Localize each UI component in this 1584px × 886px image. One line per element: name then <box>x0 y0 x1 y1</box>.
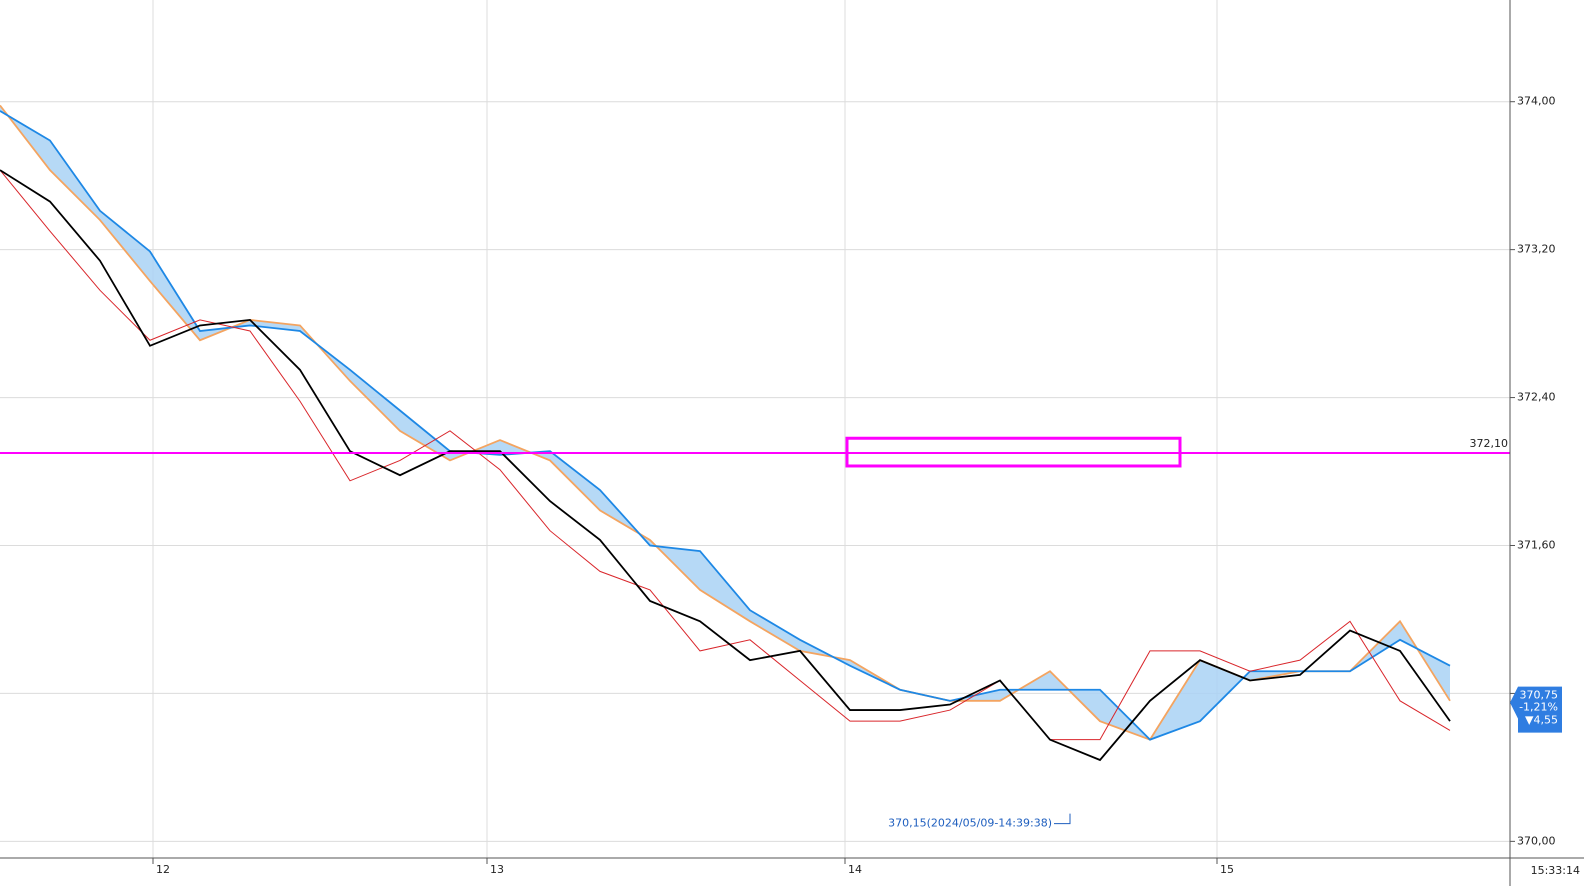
plot: 372,10 370,15(2024/05/09-14:39:38) <box>0 104 1510 830</box>
y-tick-label: 370,00 <box>1517 834 1556 847</box>
change-pct-label: -1,21% <box>1519 701 1558 714</box>
y-tick-label: 372,40 <box>1517 391 1556 404</box>
box-annotation <box>845 436 1182 468</box>
x-tick-label: 14 <box>848 863 862 876</box>
series-line <box>0 110 1451 741</box>
last-price-label: 370,75 <box>1520 689 1559 702</box>
axes: 370,00370,80371,60372,40373,20374,001213… <box>152 95 1562 876</box>
low-marker <box>1054 813 1071 825</box>
change-label: ▼4,55 <box>1525 714 1558 727</box>
horizontal-line-label: 372,10 <box>1470 437 1509 450</box>
y-tick-label: 373,20 <box>1517 243 1556 256</box>
x-tick-label: 12 <box>156 863 170 876</box>
low-label: 370,15(2024/05/09-14:39:38) <box>888 817 1052 830</box>
x-tick-label: 15 <box>1220 863 1234 876</box>
y-tick-label: 374,00 <box>1517 95 1556 108</box>
y-tick-label: 371,60 <box>1517 538 1556 551</box>
grid <box>0 0 1510 858</box>
series-line <box>0 169 1451 762</box>
series-line <box>0 169 1451 741</box>
time-label: 15:33:14 <box>1531 864 1580 877</box>
last-price-box <box>1510 686 1562 733</box>
x-tick-label: 13 <box>490 863 504 876</box>
